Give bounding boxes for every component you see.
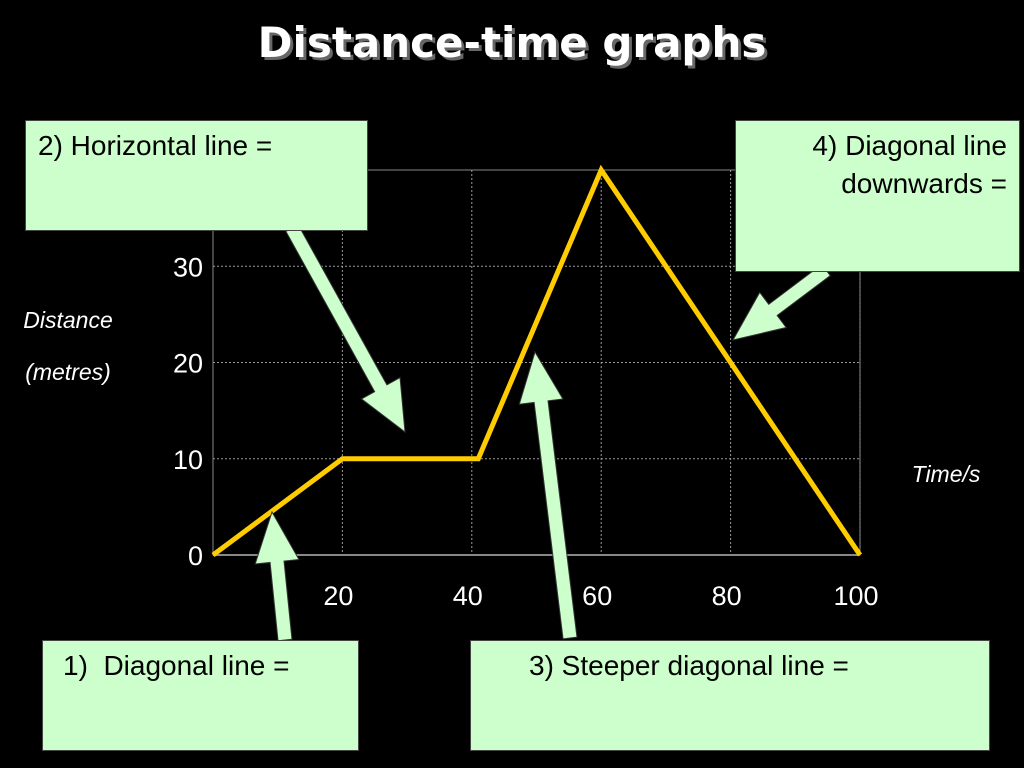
- y-tick-label: 0: [188, 541, 203, 571]
- x-tick-label: 80: [712, 581, 742, 611]
- annotation-box: 1) Diagonal line =: [42, 640, 359, 751]
- arrow: [732, 263, 831, 341]
- x-axis-label: Time/s: [912, 461, 981, 487]
- y-tick-label: 30: [173, 252, 203, 282]
- y-axis-label: Distance: [23, 307, 112, 333]
- y-tick-label: 10: [173, 445, 203, 475]
- x-tick-label: 20: [323, 581, 353, 611]
- annotation-box: 4) Diagonal line downwards =: [735, 120, 1020, 272]
- x-tick-label: 40: [453, 581, 483, 611]
- annotation-box: 3) Steeper diagonal line =: [470, 640, 990, 751]
- annotation-box: 2) Horizontal line =: [25, 120, 368, 231]
- arrow: [254, 510, 300, 642]
- x-tick-label: 100: [833, 581, 878, 611]
- arrow: [518, 350, 578, 640]
- y-axis-label: (metres): [25, 359, 111, 385]
- title: Distance-time graphs: [257, 18, 767, 67]
- x-tick-label: 60: [582, 581, 612, 611]
- y-tick-label: 20: [173, 349, 203, 379]
- data-line: [211, 164, 863, 558]
- arrow: [285, 223, 406, 434]
